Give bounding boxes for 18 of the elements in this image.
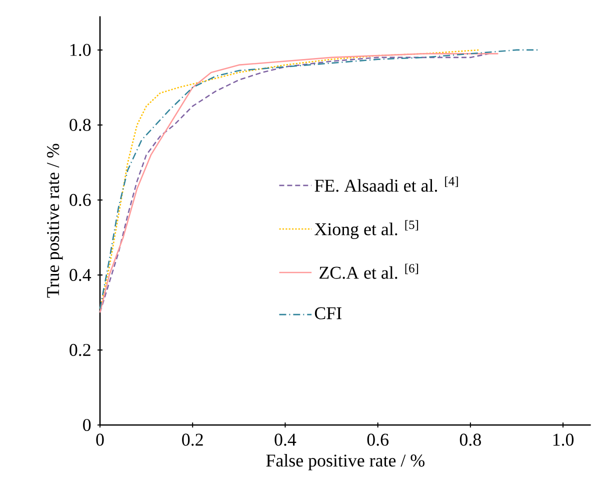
legend-label: CFI [314,307,342,320]
x-axis-title: False positive rate / % [266,454,424,470]
x-tick-label: 1.0 [553,434,574,446]
legend-label: Xiong et al. $^{[5]}$ [314,220,418,239]
y-axis-title: True positive rate / % [47,144,63,298]
x-tick-label: 0.8 [460,434,481,446]
legend-label: ZC.A et al. $^{[6]}$ [320,264,418,279]
x-tick-label: 0.4 [274,434,296,446]
x-tick-label: 0.6 [367,434,388,446]
y-tick-label: 0.6 [70,194,91,206]
y-tick-label: 0.4 [70,268,92,282]
y-tick-label: 1.0 [70,44,91,56]
x-tick-label: 0.2 [182,434,203,446]
x-tick-label: 0 [96,434,104,446]
y-tick-label: 0.2 [70,344,90,356]
legend-label: FE. Alsaadi et al. $^{[4]}$ [314,176,458,192]
y-tick-label: 0.8 [70,118,91,132]
y-tick-label: 0 [83,418,91,432]
